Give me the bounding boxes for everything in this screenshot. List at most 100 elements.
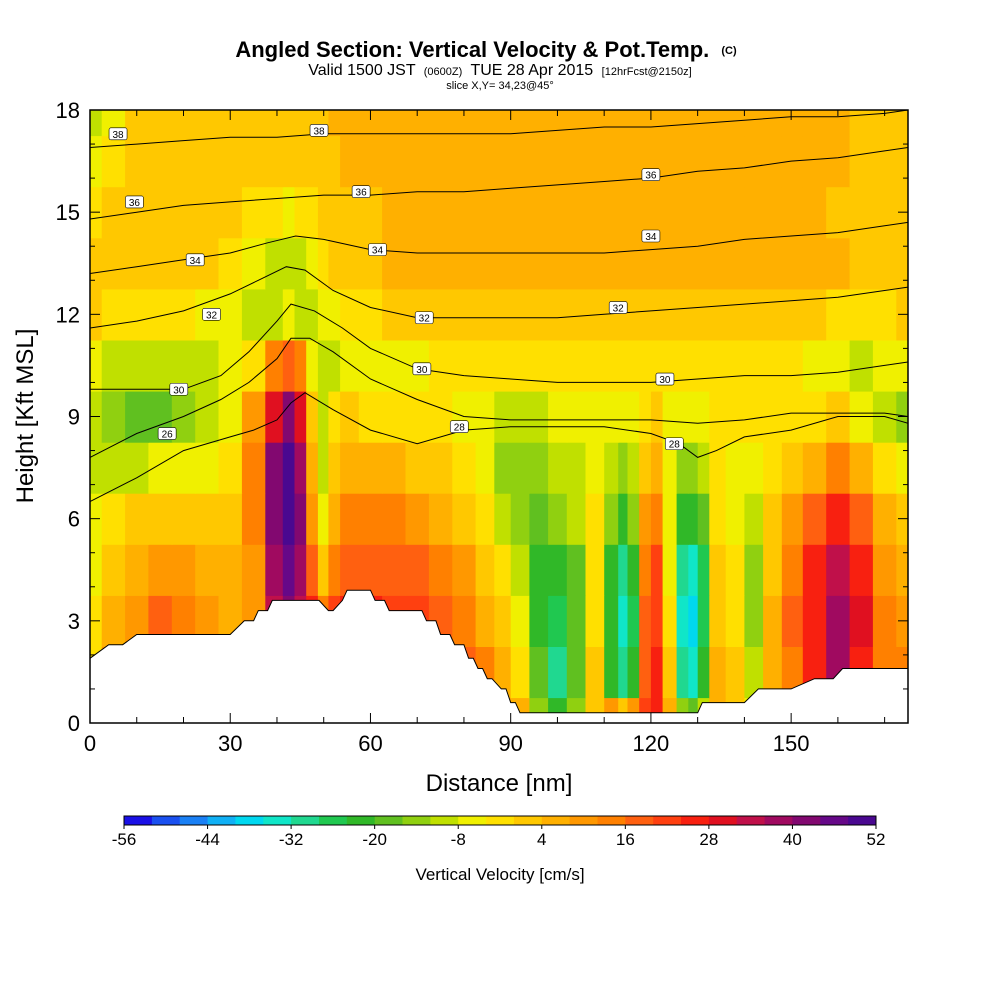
velocity-cell — [428, 135, 453, 188]
velocity-cell — [650, 493, 664, 545]
velocity-cell — [510, 493, 530, 545]
velocity-cell — [566, 288, 587, 341]
contour-label-text: 26 — [162, 430, 174, 441]
velocity-cell — [125, 391, 150, 443]
velocity-cell — [195, 442, 220, 494]
velocity-cell — [241, 135, 266, 188]
velocity-cell — [241, 237, 266, 290]
colorbar-tick-label: 40 — [783, 830, 802, 849]
velocity-cell — [125, 544, 150, 596]
y-tick-label: 15 — [56, 200, 80, 225]
velocity-cell — [148, 288, 173, 341]
velocity-cell — [826, 442, 851, 494]
velocity-cell — [306, 186, 319, 239]
velocity-cell — [328, 493, 341, 545]
x-tick-label: 90 — [498, 731, 522, 756]
contour-label: 28 — [449, 420, 469, 434]
contour-label-box — [449, 420, 469, 434]
colorbar-tick-label: 28 — [699, 830, 718, 849]
velocity-cell — [627, 391, 640, 443]
velocity-cell — [872, 493, 897, 545]
velocity-cell — [781, 237, 804, 290]
velocity-cell — [529, 135, 549, 188]
velocity-cell — [697, 544, 710, 596]
contour-label-box — [309, 124, 329, 137]
velocity-cell — [604, 186, 619, 239]
velocity-cell — [125, 237, 150, 290]
velocity-cell — [688, 110, 699, 137]
subtitle-utc: (0600Z) — [424, 66, 463, 78]
chart-title-suffix: (C) — [721, 45, 737, 57]
velocity-cell — [548, 288, 568, 341]
subtitle-forecast: [12hrFcst@2150z] — [602, 66, 692, 78]
colorbar-swatch — [263, 816, 292, 825]
velocity-cell — [697, 135, 710, 188]
velocity-cell — [639, 110, 652, 137]
velocity-cell — [452, 339, 477, 392]
velocity-cell — [475, 391, 495, 443]
velocity-cell — [744, 442, 764, 494]
velocity-cell — [241, 186, 266, 239]
colorbar-swatch — [792, 816, 821, 825]
velocity-cell — [763, 339, 783, 392]
velocity-cell — [294, 391, 307, 443]
velocity-cell — [452, 288, 477, 341]
velocity-cell — [763, 186, 783, 239]
colorbar-swatch — [458, 816, 487, 825]
velocity-cell — [676, 237, 689, 290]
contour-label-text: 30 — [659, 375, 671, 386]
velocity-cell — [849, 135, 874, 188]
colorbar — [123, 815, 877, 826]
velocity-cell — [340, 391, 360, 443]
velocity-cell — [802, 288, 827, 341]
velocity-cell — [688, 288, 699, 341]
velocity-cell — [639, 186, 652, 239]
velocity-cell — [452, 237, 477, 290]
velocity-cell — [627, 110, 640, 137]
velocity-cell — [475, 493, 495, 545]
velocity-cell — [317, 339, 329, 392]
velocity-cell — [382, 186, 407, 239]
velocity-cell — [802, 391, 827, 443]
contour-label: 38 — [309, 124, 329, 137]
velocity-cell — [781, 110, 804, 137]
velocity-cell — [171, 544, 196, 596]
velocity-cell — [475, 544, 495, 596]
velocity-cell — [639, 237, 652, 290]
velocity-cell — [328, 110, 341, 137]
velocity-cell — [195, 135, 220, 188]
contour-label-text: 32 — [613, 304, 625, 315]
velocity-cell — [697, 339, 710, 392]
velocity-cell — [195, 544, 220, 596]
velocity-cell — [428, 110, 453, 137]
velocity-cell — [566, 237, 587, 290]
y-tick-label: 0 — [68, 711, 80, 736]
velocity-cell — [171, 442, 196, 494]
y-tick-label: 18 — [56, 98, 80, 123]
velocity-cell — [265, 391, 284, 443]
velocity-cell — [618, 186, 629, 239]
velocity-cell — [781, 339, 804, 392]
colorbar-tick-label: -56 — [112, 830, 137, 849]
velocity-cell — [148, 186, 173, 239]
colorbar-tick-label: -20 — [362, 830, 387, 849]
velocity-cell — [494, 493, 512, 545]
velocity-cell — [676, 493, 689, 545]
velocity-cell — [802, 110, 827, 137]
contour-label-box — [169, 382, 189, 396]
velocity-cell — [306, 442, 319, 494]
velocity-cell — [90, 135, 103, 188]
contour-label-text: 36 — [356, 188, 368, 199]
velocity-cell — [428, 442, 453, 494]
velocity-cell — [358, 288, 383, 341]
velocity-cell — [697, 442, 710, 494]
velocity-cell — [148, 135, 173, 188]
velocity-cell — [452, 442, 477, 494]
velocity-cell — [282, 339, 296, 392]
colorbar-swatch — [569, 816, 598, 825]
velocity-cell — [241, 391, 266, 443]
colorbar-swatch — [597, 816, 626, 825]
velocity-cell — [306, 391, 319, 443]
velocity-cell — [101, 339, 126, 392]
